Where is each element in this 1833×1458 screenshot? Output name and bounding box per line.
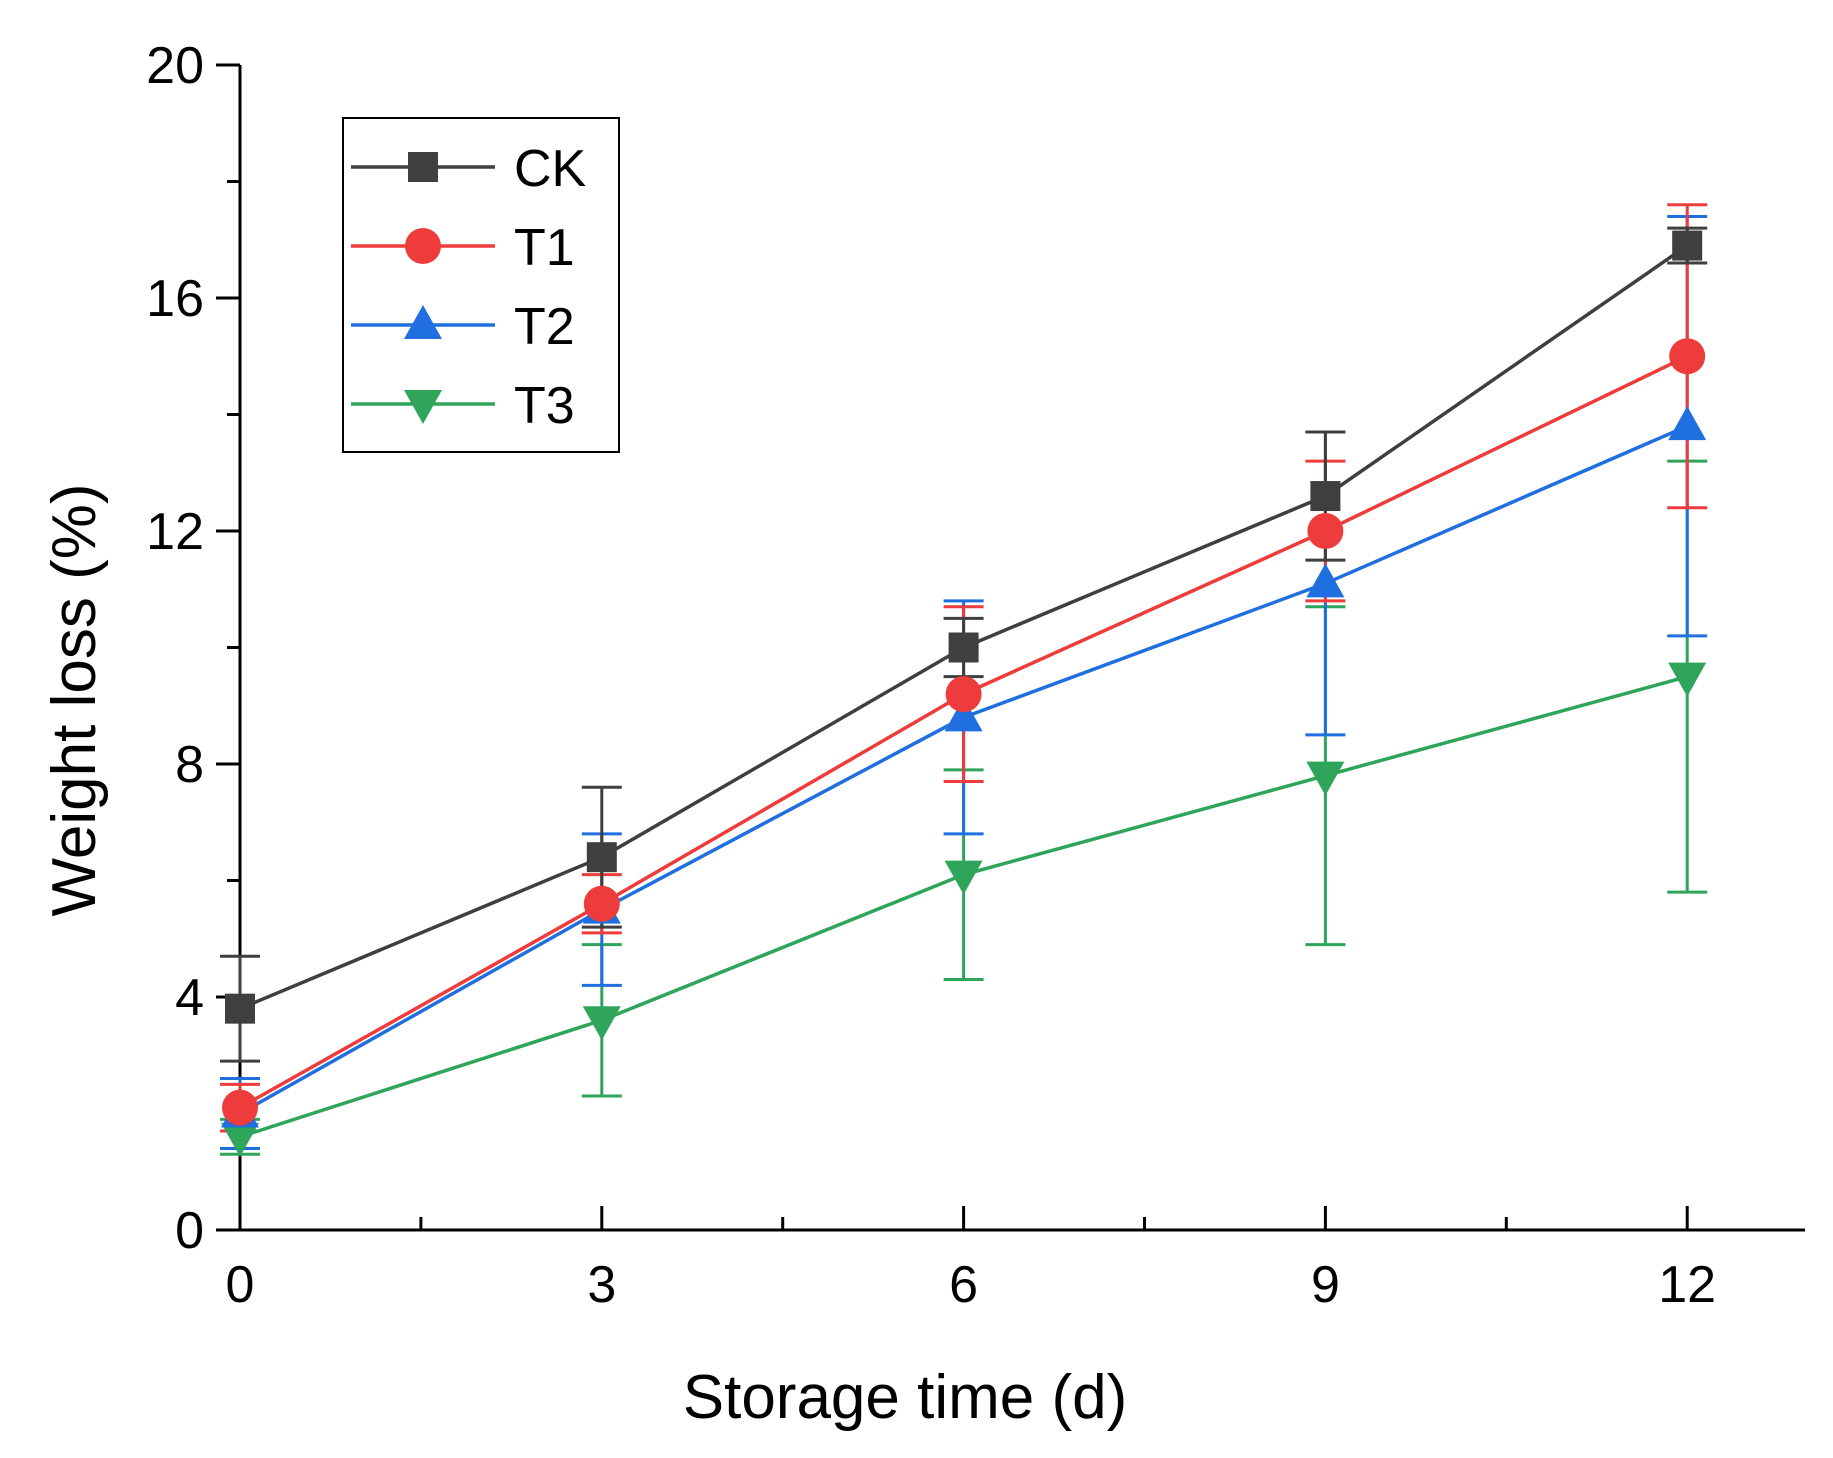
legend-box [342,117,620,453]
data-point [1306,761,1345,796]
y-tick-label: 4 [175,969,204,1027]
y-axis-title: Weight loss (%) [40,484,109,917]
data-point [1669,338,1706,375]
data-point [1306,563,1345,598]
series-t3 [221,662,1707,1157]
legend-label: CK [514,140,587,198]
data-point [583,885,620,922]
data-point [1672,230,1703,261]
series-ck [225,230,1703,1024]
data-point [945,676,982,713]
y-tick-label: 12 [146,503,204,561]
legend-label: T3 [514,377,575,435]
data-point [225,993,255,1024]
x-tick-label: 12 [1658,1256,1716,1314]
y-tick-label: 8 [175,736,204,794]
axes: 0 3 6 9 12 0 4 8 12 16 20 [146,37,1805,1314]
data-series [220,203,1708,1157]
legend: CK T1 T2 T3 [342,117,620,453]
x-tick-label: 0 [226,1256,255,1314]
data-point [1668,662,1707,697]
data-point [944,697,983,732]
data-point [944,860,983,895]
data-point [582,1006,621,1041]
legend-marker [408,152,438,182]
data-point [222,1089,258,1126]
legend-marker [404,390,442,424]
x-tick-label: 3 [587,1256,616,1314]
y-tick-label: 20 [146,37,204,95]
data-point [221,1122,259,1157]
legend-label: T1 [514,219,575,277]
y-tick-label: 0 [175,1202,204,1260]
data-point [1668,406,1707,441]
legend-marker [404,305,442,339]
x-tick-label: 9 [1311,1256,1340,1314]
y-tick-label: 16 [146,270,204,328]
data-point [1310,481,1341,512]
x-axis-title: Storage time (d) [683,1363,1128,1432]
x-tick-label: 6 [949,1256,978,1314]
data-point [1307,513,1344,549]
series-t1 [222,338,1706,1126]
legend-marker [405,228,441,264]
data-point [586,842,617,873]
data-point [948,632,979,663]
legend-label: T2 [514,298,575,356]
